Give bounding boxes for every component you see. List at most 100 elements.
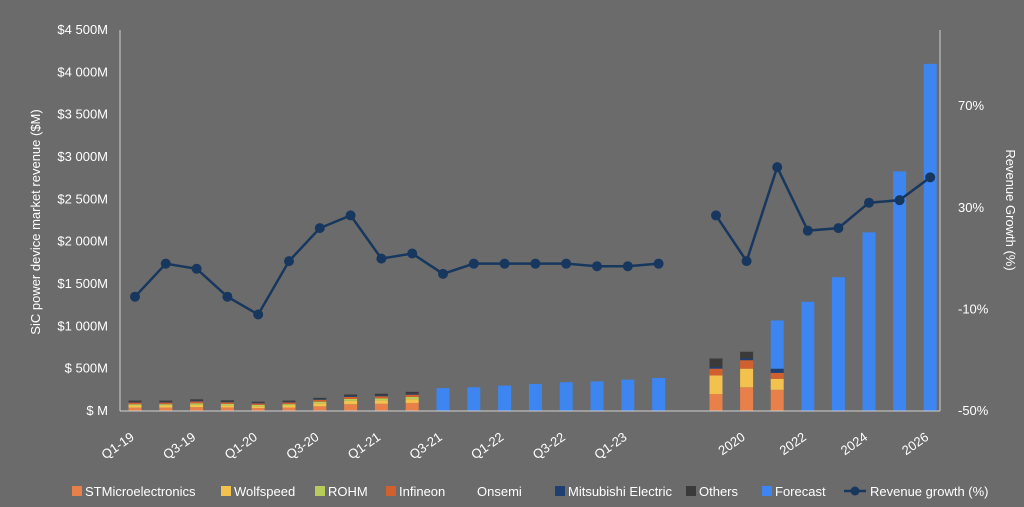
x-tick-label: Q1-19 — [99, 429, 137, 462]
bar-forecast — [801, 301, 815, 411]
bar-forecast — [831, 277, 845, 411]
bar-mitsubishi-electric — [374, 395, 388, 397]
legend-swatch-onsemi — [464, 486, 474, 496]
bar-rohm — [282, 404, 296, 406]
revenue-growth-point — [284, 256, 294, 267]
bar-forecast — [528, 383, 542, 411]
legend: STMicroelectronics Wolfspeed ROHM Infineon O… — [72, 484, 989, 499]
bar-stmicroelectronics — [770, 389, 784, 411]
revenue-growth-point — [314, 223, 325, 234]
bar-rohm — [344, 398, 358, 401]
legend-label: Wolfspeed — [234, 484, 295, 499]
revenue-growth-point — [653, 258, 664, 269]
x-tick-label: 2020 — [715, 429, 747, 458]
bar-mitsubishi-electric — [190, 400, 204, 402]
y-tick-label: $4 000M — [57, 64, 108, 79]
bar-infineon — [251, 403, 265, 405]
revenue-growth-point — [222, 291, 233, 302]
legend-swatch-others — [686, 486, 696, 496]
revenue-growth-point — [711, 210, 721, 221]
bar-rohm — [159, 404, 173, 406]
bar-infineon — [709, 368, 723, 376]
legend-swatch-mitsubishi-electric — [555, 486, 565, 496]
x-tick-label: Q3-22 — [530, 429, 568, 462]
bar-stmicroelectronics — [344, 404, 358, 411]
revenue-growth-point — [894, 195, 905, 206]
bar-mitsubishi-electric — [344, 396, 358, 397]
bar-rohm — [220, 403, 234, 406]
revenue-growth-point — [622, 261, 633, 272]
bar-infineon — [770, 372, 784, 379]
bar-stmicroelectronics — [128, 407, 142, 411]
bar-others — [374, 393, 388, 396]
bar-forecast — [893, 171, 907, 411]
bar-mitsubishi-electric — [709, 366, 723, 369]
bar-wolfspeed — [313, 403, 327, 407]
bar-others — [405, 391, 419, 394]
bar-others — [128, 400, 142, 402]
revenue-growth-point — [802, 225, 813, 236]
bar-wolfspeed — [770, 378, 784, 390]
bar-others — [344, 394, 358, 397]
legend-swatch-stmicroelectronics — [72, 486, 82, 496]
legend-label: Infineon — [399, 484, 445, 499]
revenue-growth-line — [714, 163, 931, 264]
revenue-growth-point — [499, 258, 510, 269]
bar-stmicroelectronics — [709, 394, 723, 411]
revenue-growth-point — [130, 291, 140, 302]
legend-label: ROHM — [328, 484, 368, 499]
bar-stmicroelectronics — [282, 407, 296, 411]
x-tick-label: Q3-20 — [283, 429, 321, 462]
y-tick-label: $ 500M — [65, 361, 108, 376]
bar-forecast — [498, 385, 512, 411]
bar-infineon — [313, 399, 327, 402]
bar-infineon — [405, 394, 419, 398]
legend-label: Mitsubishi Electric — [568, 484, 673, 499]
legend-swatch-wolfspeed — [221, 486, 231, 496]
revenue-growth-point — [833, 223, 844, 234]
legend-marker-revenue-growth — [850, 486, 860, 496]
bar-mitsubishi-electric — [740, 358, 754, 361]
bar-stmicroelectronics — [251, 408, 265, 411]
bar-wolfspeed — [344, 400, 358, 405]
y-tick-label: $3 500M — [57, 107, 108, 122]
bar-rohm — [190, 403, 204, 405]
bar-others — [709, 358, 723, 367]
revenue-growth-point — [253, 309, 264, 320]
bar-rohm — [405, 397, 419, 400]
revenue-growth-point — [925, 172, 936, 183]
y-tick-label: $1 000M — [57, 318, 108, 333]
revenue-growth-point — [160, 258, 171, 269]
bar-mitsubishi-electric — [159, 401, 173, 403]
revenue-growth-point — [438, 268, 448, 279]
legend-swatch-rohm — [315, 486, 325, 496]
revenue-growth-point — [407, 248, 418, 259]
bar-rohm — [374, 398, 388, 401]
bar-forecast — [436, 388, 450, 411]
legend-label: Onsemi — [477, 484, 522, 499]
legend-label: Others — [699, 484, 739, 499]
bar-wolfspeed — [159, 405, 173, 408]
bar-wolfspeed — [282, 405, 296, 408]
legend-swatch-forecast — [762, 486, 772, 496]
revenue-growth-line — [134, 213, 659, 317]
revenue-growth-point — [772, 162, 783, 173]
bar-rohm — [251, 404, 265, 407]
y2-tick-label: -50% — [958, 403, 989, 418]
bar-stmicroelectronics — [220, 407, 234, 411]
revenue-growth-point — [191, 263, 202, 274]
y2-tick-label: 70% — [958, 98, 984, 113]
bar-wolfspeed — [740, 368, 754, 388]
revenue-growth-point — [561, 258, 572, 269]
bar-forecast — [652, 377, 666, 411]
bar-infineon — [344, 396, 358, 399]
y-tick-label: $1 500M — [57, 276, 108, 291]
bar-infineon — [159, 402, 173, 405]
revenue-growth-point — [468, 258, 479, 269]
revenue-growth-point — [864, 197, 874, 208]
bar-stmicroelectronics — [374, 403, 388, 411]
bar-forecast — [621, 379, 635, 411]
bar-forecast — [467, 387, 481, 411]
x-tick-label: Q1-20 — [222, 429, 260, 462]
